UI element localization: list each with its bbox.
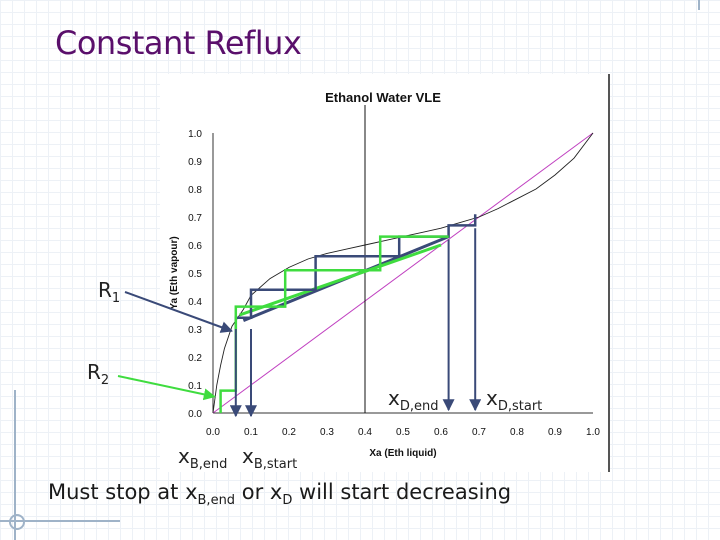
decorative-top-right-line	[698, 0, 700, 10]
xd-start-label: xD,start	[486, 386, 542, 414]
x-tick-label: 0.1	[244, 427, 258, 438]
y-tick-label: 0.7	[188, 213, 202, 224]
stages-end	[219, 235, 449, 413]
footer-text-middle: or x	[235, 480, 283, 504]
r2-label-sub: 2	[100, 373, 110, 388]
diagonal-line	[212, 132, 594, 414]
footer-note: Must stop at xB,end or xD will start dec…	[48, 480, 511, 508]
stages-start	[234, 214, 477, 329]
footer-text-prefix: Must stop at x	[48, 480, 198, 504]
r1-label-sub: 1	[111, 291, 121, 306]
x-axis-title: Xa (Eth liquid)	[369, 448, 436, 459]
x-tick-label: 0.6	[434, 427, 448, 438]
slide-title: Constant Reflux	[55, 24, 302, 62]
x-tick-label: 0.0	[206, 427, 220, 438]
y-tick-label: 0.4	[188, 297, 202, 308]
x-tick-label: 0.3	[320, 427, 334, 438]
xb-end-label: xB,end	[178, 444, 227, 472]
r2-callout-arrow	[117, 375, 216, 401]
x-tick-label: 0.2	[282, 427, 296, 438]
y-tick-label: 0.5	[188, 269, 202, 280]
x-tick-label: 1.0	[586, 427, 600, 438]
r2-label-base: R	[87, 360, 101, 384]
xd-end-label-sub: D,end	[399, 399, 439, 414]
y-tick-label: 0.6	[188, 241, 202, 252]
y-tick-label: 0.8	[188, 185, 202, 196]
r1-callout-arrow	[124, 291, 233, 333]
operating-line-end	[239, 243, 442, 317]
decorative-circle-icon	[9, 514, 25, 530]
decorative-bottom-line	[0, 520, 120, 522]
xd-end-label-base: x	[388, 386, 400, 410]
footer-sub-xb-end: B,end	[197, 493, 236, 509]
r2-label: R2	[87, 360, 109, 388]
x-tick-label: 0.5	[396, 427, 410, 438]
x-tick-label: 0.8	[510, 427, 524, 438]
xd-end-label: xD,end	[388, 386, 438, 414]
xb-start-label: xB,start	[242, 444, 297, 472]
xb-start-label-base: x	[242, 444, 254, 468]
xb-end-label-sub: B,end	[189, 457, 228, 472]
y-axis-title: Ya (Eth vapour)	[169, 236, 180, 309]
chart-title: Ethanol Water VLE	[325, 90, 441, 105]
y-tick-label: 0.3	[188, 325, 202, 336]
x-tick-label: 0.7	[472, 427, 486, 438]
x-tick-label: 0.9	[548, 427, 562, 438]
footer-sub-xd: D	[282, 493, 293, 509]
y-tick-label: 1.0	[188, 129, 202, 140]
r1-label: R1	[98, 278, 120, 306]
y-tick-label: 0.1	[188, 381, 202, 392]
y-tick-label: 0.9	[188, 157, 202, 168]
r1-label-base: R	[98, 278, 112, 302]
chart-frame-edge	[608, 74, 610, 472]
footer-text-suffix: will start decreasing	[292, 480, 512, 504]
x-tick-label: 0.4	[358, 427, 372, 438]
y-tick-label: 0.0	[188, 409, 202, 420]
xb-end-label-base: x	[178, 444, 190, 468]
y-tick-label: 0.2	[188, 353, 202, 364]
xd-start-label-sub: D,start	[497, 399, 543, 414]
xb-start-label-sub: B,start	[253, 457, 298, 472]
xd-start-label-base: x	[486, 386, 498, 410]
decorative-left-line	[14, 390, 16, 540]
